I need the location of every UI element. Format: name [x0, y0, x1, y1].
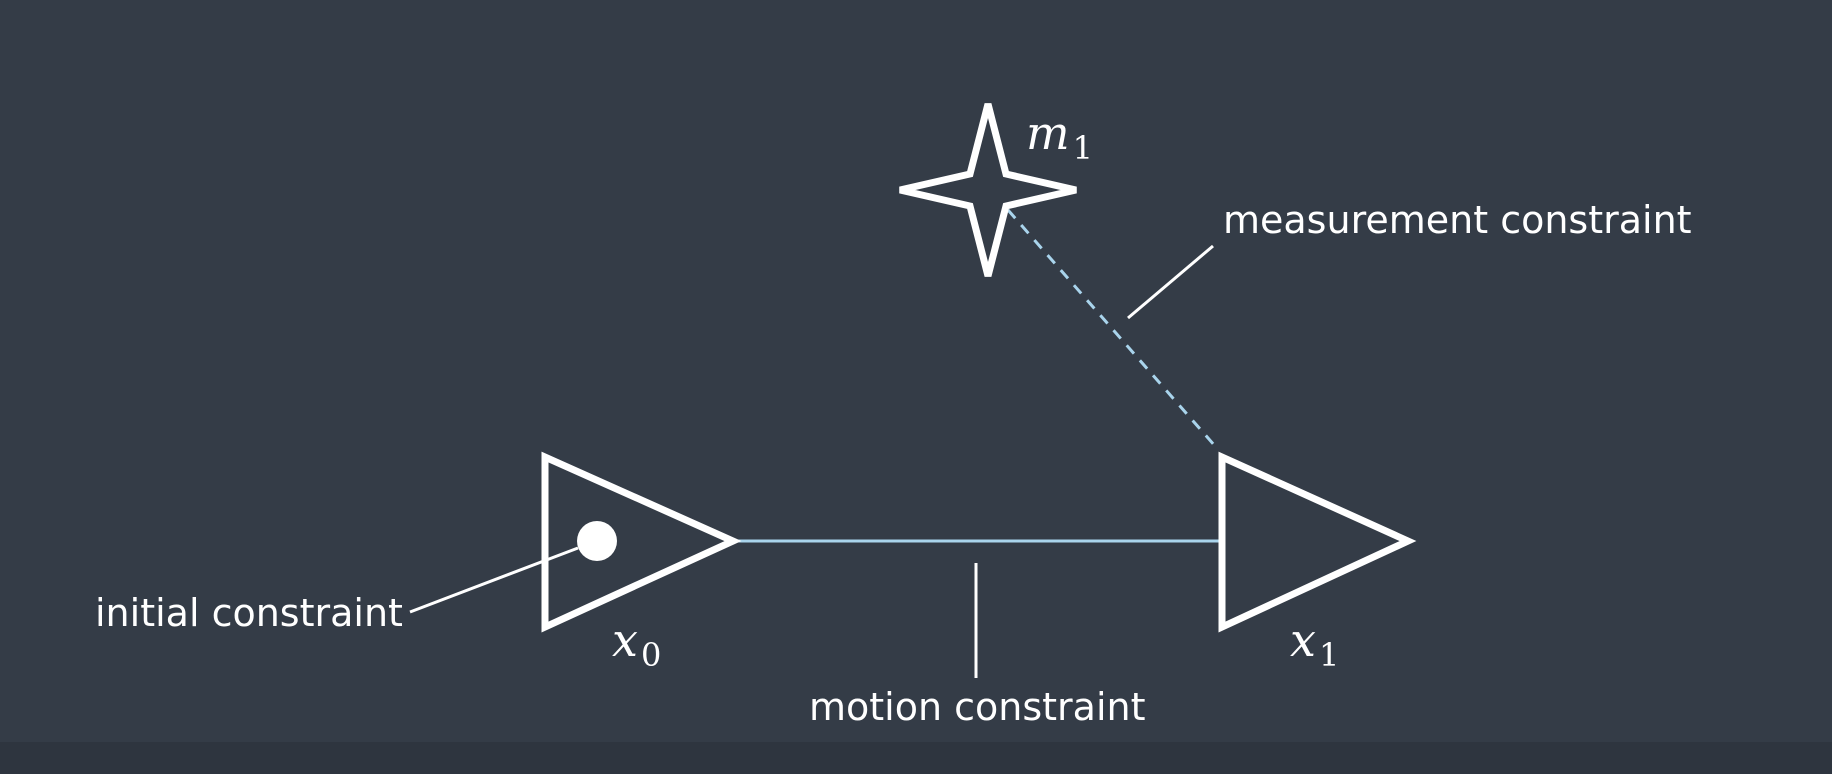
landmark-m1-star-icon: [899, 103, 1077, 277]
measurement-constraint-edge: [1006, 209, 1217, 447]
x0-symbol: x: [612, 613, 638, 667]
measurement-constraint-leader: [1127, 244, 1214, 320]
initial-constraint-dot: [577, 521, 617, 561]
initial-constraint-label: initial constraint: [95, 591, 403, 635]
x0-label: x0: [612, 613, 661, 674]
m1-symbol: m: [1026, 106, 1070, 160]
m1-subscript: 1: [1073, 129, 1093, 167]
pose-x1-triangle: [1218, 451, 1417, 633]
motion-constraint-label: motion constraint: [809, 685, 1146, 729]
bottom-band: [0, 742, 1832, 774]
x1-subscript: 1: [1319, 636, 1339, 674]
x1-symbol: x: [1290, 613, 1316, 667]
pose-x0-triangle: [541, 451, 742, 633]
x0-subscript: 0: [641, 636, 661, 674]
initial-constraint-leader: [409, 546, 579, 614]
x1-label: x1: [1290, 613, 1339, 674]
measurement-constraint-label: measurement constraint: [1223, 198, 1692, 242]
m1-label: m1: [1026, 106, 1093, 167]
